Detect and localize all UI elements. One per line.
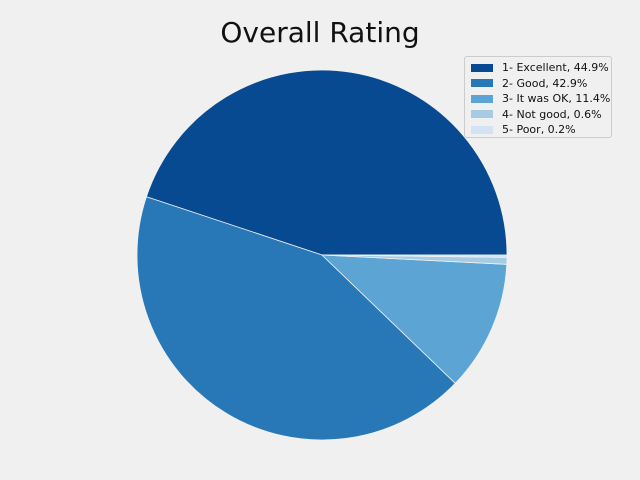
pie-slice-5 xyxy=(321,254,508,258)
legend-item-4: 4- Not good, 0.6% xyxy=(471,107,611,123)
legend-swatch-5 xyxy=(471,125,493,134)
legend-item-1: 1- Excellent, 44.9% xyxy=(471,60,611,76)
legend-label-3: 3- It was OK, 11.4% xyxy=(502,92,611,106)
legend-swatch-1 xyxy=(471,63,493,72)
legend-swatch-4 xyxy=(471,110,493,119)
legend-item-5: 5- Poor, 0.2% xyxy=(471,122,611,138)
pie-slice-3 xyxy=(321,254,508,384)
legend-item-2: 2- Good, 42.9% xyxy=(471,76,611,92)
legend-label-2: 2- Good, 42.9% xyxy=(502,76,588,90)
legend-swatch-2 xyxy=(471,79,493,88)
legend-item-3: 3- It was OK, 11.4% xyxy=(471,91,611,107)
legend-swatch-3 xyxy=(471,94,493,103)
chart-legend: 1- Excellent, 44.9% 2- Good, 42.9% 3- It w… xyxy=(464,56,612,138)
chart-title: Overall Rating xyxy=(220,16,420,49)
legend-label-4: 4- Not good, 0.6% xyxy=(502,107,602,121)
pie-slice-2 xyxy=(136,196,456,441)
legend-label-5: 5- Poor, 0.2% xyxy=(502,123,576,137)
pie-slice-1 xyxy=(146,69,508,256)
legend-label-1: 1- Excellent, 44.9% xyxy=(502,61,609,75)
